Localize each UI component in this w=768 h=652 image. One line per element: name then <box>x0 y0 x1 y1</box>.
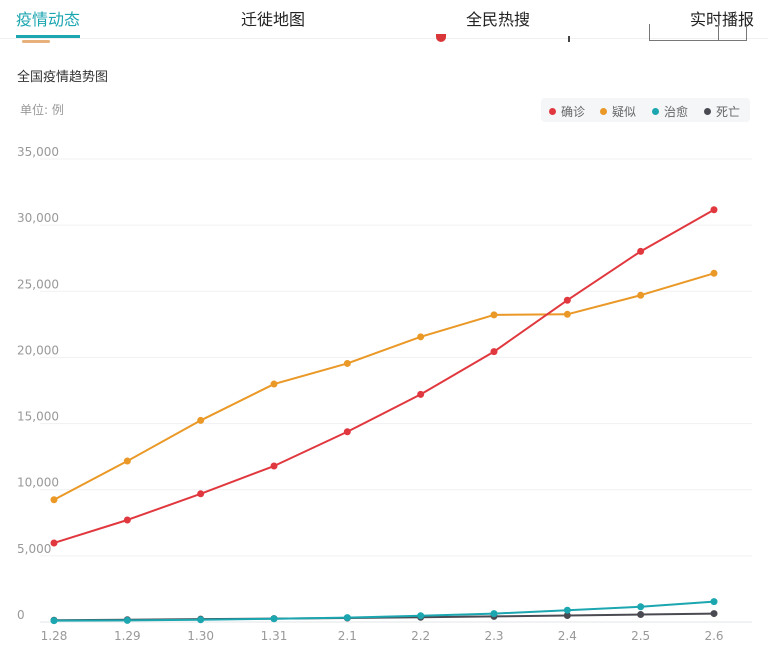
data-point <box>343 428 351 436</box>
data-point <box>417 333 425 341</box>
data-point <box>710 610 718 618</box>
data-point <box>417 390 425 398</box>
data-point <box>270 462 278 470</box>
tab-trending-search[interactable]: 全民热搜 <box>466 10 531 29</box>
unit-label: 单位: 例 <box>20 103 64 117</box>
data-point <box>637 603 645 611</box>
clipped-content-fragment <box>649 24 747 41</box>
legend-item-deaths[interactable]: 死亡 <box>704 103 740 120</box>
chart-legend: 确诊 疑似 治愈 死亡 <box>541 98 750 122</box>
series-line <box>53 208 715 544</box>
data-point <box>50 617 58 625</box>
x-tick-label: 2.3 <box>484 629 503 643</box>
legend-label: 死亡 <box>716 105 741 119</box>
data-point <box>123 516 131 524</box>
legend-item-confirmed[interactable]: 确诊 <box>549 103 585 120</box>
x-tick-label: 2.6 <box>704 629 723 643</box>
data-point <box>197 490 205 498</box>
legend-item-cured[interactable]: 治愈 <box>652 103 688 120</box>
legend-item-suspected[interactable]: 疑似 <box>600 103 636 120</box>
x-tick-label: 2.2 <box>411 629 430 643</box>
y-tick-label: 15,000 <box>17 410 59 424</box>
data-point <box>50 496 58 504</box>
data-point <box>417 612 425 620</box>
x-tick-label: 2.4 <box>558 629 577 643</box>
data-point <box>710 598 718 606</box>
series-line <box>53 272 715 501</box>
y-tick-label: 10,000 <box>17 476 59 490</box>
data-point <box>343 359 351 367</box>
x-tick-label: 1.28 <box>41 629 68 643</box>
y-tick-label: 25,000 <box>17 277 59 291</box>
data-point <box>563 606 571 614</box>
data-point <box>563 296 571 304</box>
y-tick-label: 5,000 <box>17 542 51 556</box>
legend-label: 治愈 <box>664 105 689 119</box>
x-tick-label: 2.5 <box>631 629 650 643</box>
tab-bar: 疫情动态 迁徙地图 全民热搜 实时播报 <box>0 0 768 38</box>
clipped-content-fragment <box>22 40 50 43</box>
data-point <box>197 616 205 624</box>
y-tick-label: 20,000 <box>17 343 59 357</box>
x-tick-label: 1.30 <box>187 629 214 643</box>
x-tick-label: 1.29 <box>114 629 141 643</box>
data-point <box>270 615 278 623</box>
clipped-content-fragment <box>568 36 570 42</box>
x-tick-label: 1.31 <box>261 629 288 643</box>
data-point <box>563 612 571 620</box>
legend-dot <box>600 108 607 115</box>
clipped-content-fragment <box>436 34 446 42</box>
data-point <box>123 457 131 465</box>
data-point <box>637 611 645 619</box>
chart-title: 全国疫情趋势图 <box>17 70 109 85</box>
legend-label: 确诊 <box>561 105 586 119</box>
x-tick-label: 2.1 <box>338 629 357 643</box>
y-tick-label: 30,000 <box>17 211 59 225</box>
data-point <box>637 247 645 255</box>
legend-dot <box>652 108 659 115</box>
header-divider <box>0 38 768 39</box>
active-tab-indicator <box>16 35 80 38</box>
data-point <box>490 311 498 319</box>
data-point <box>343 614 351 622</box>
data-point <box>197 416 205 424</box>
data-point <box>490 348 498 356</box>
legend-label: 疑似 <box>612 105 637 119</box>
data-point <box>563 310 571 318</box>
tab-migration-map[interactable]: 迁徙地图 <box>241 10 306 29</box>
y-tick-label: 0 <box>17 608 25 622</box>
tab-epidemic-dynamics[interactable]: 疫情动态 <box>16 10 81 29</box>
tab-live-broadcast[interactable]: 实时播报 <box>690 10 755 29</box>
data-point <box>270 380 278 388</box>
data-point <box>637 291 645 299</box>
legend-dot <box>549 108 556 115</box>
legend-dot <box>704 108 711 115</box>
data-point <box>123 616 131 624</box>
clipped-content-fragment <box>718 24 719 40</box>
data-point <box>710 206 718 214</box>
data-point <box>710 269 718 277</box>
data-point <box>50 539 58 547</box>
series-line <box>53 600 715 622</box>
y-tick-label: 35,000 <box>17 145 59 159</box>
data-point <box>490 610 498 618</box>
